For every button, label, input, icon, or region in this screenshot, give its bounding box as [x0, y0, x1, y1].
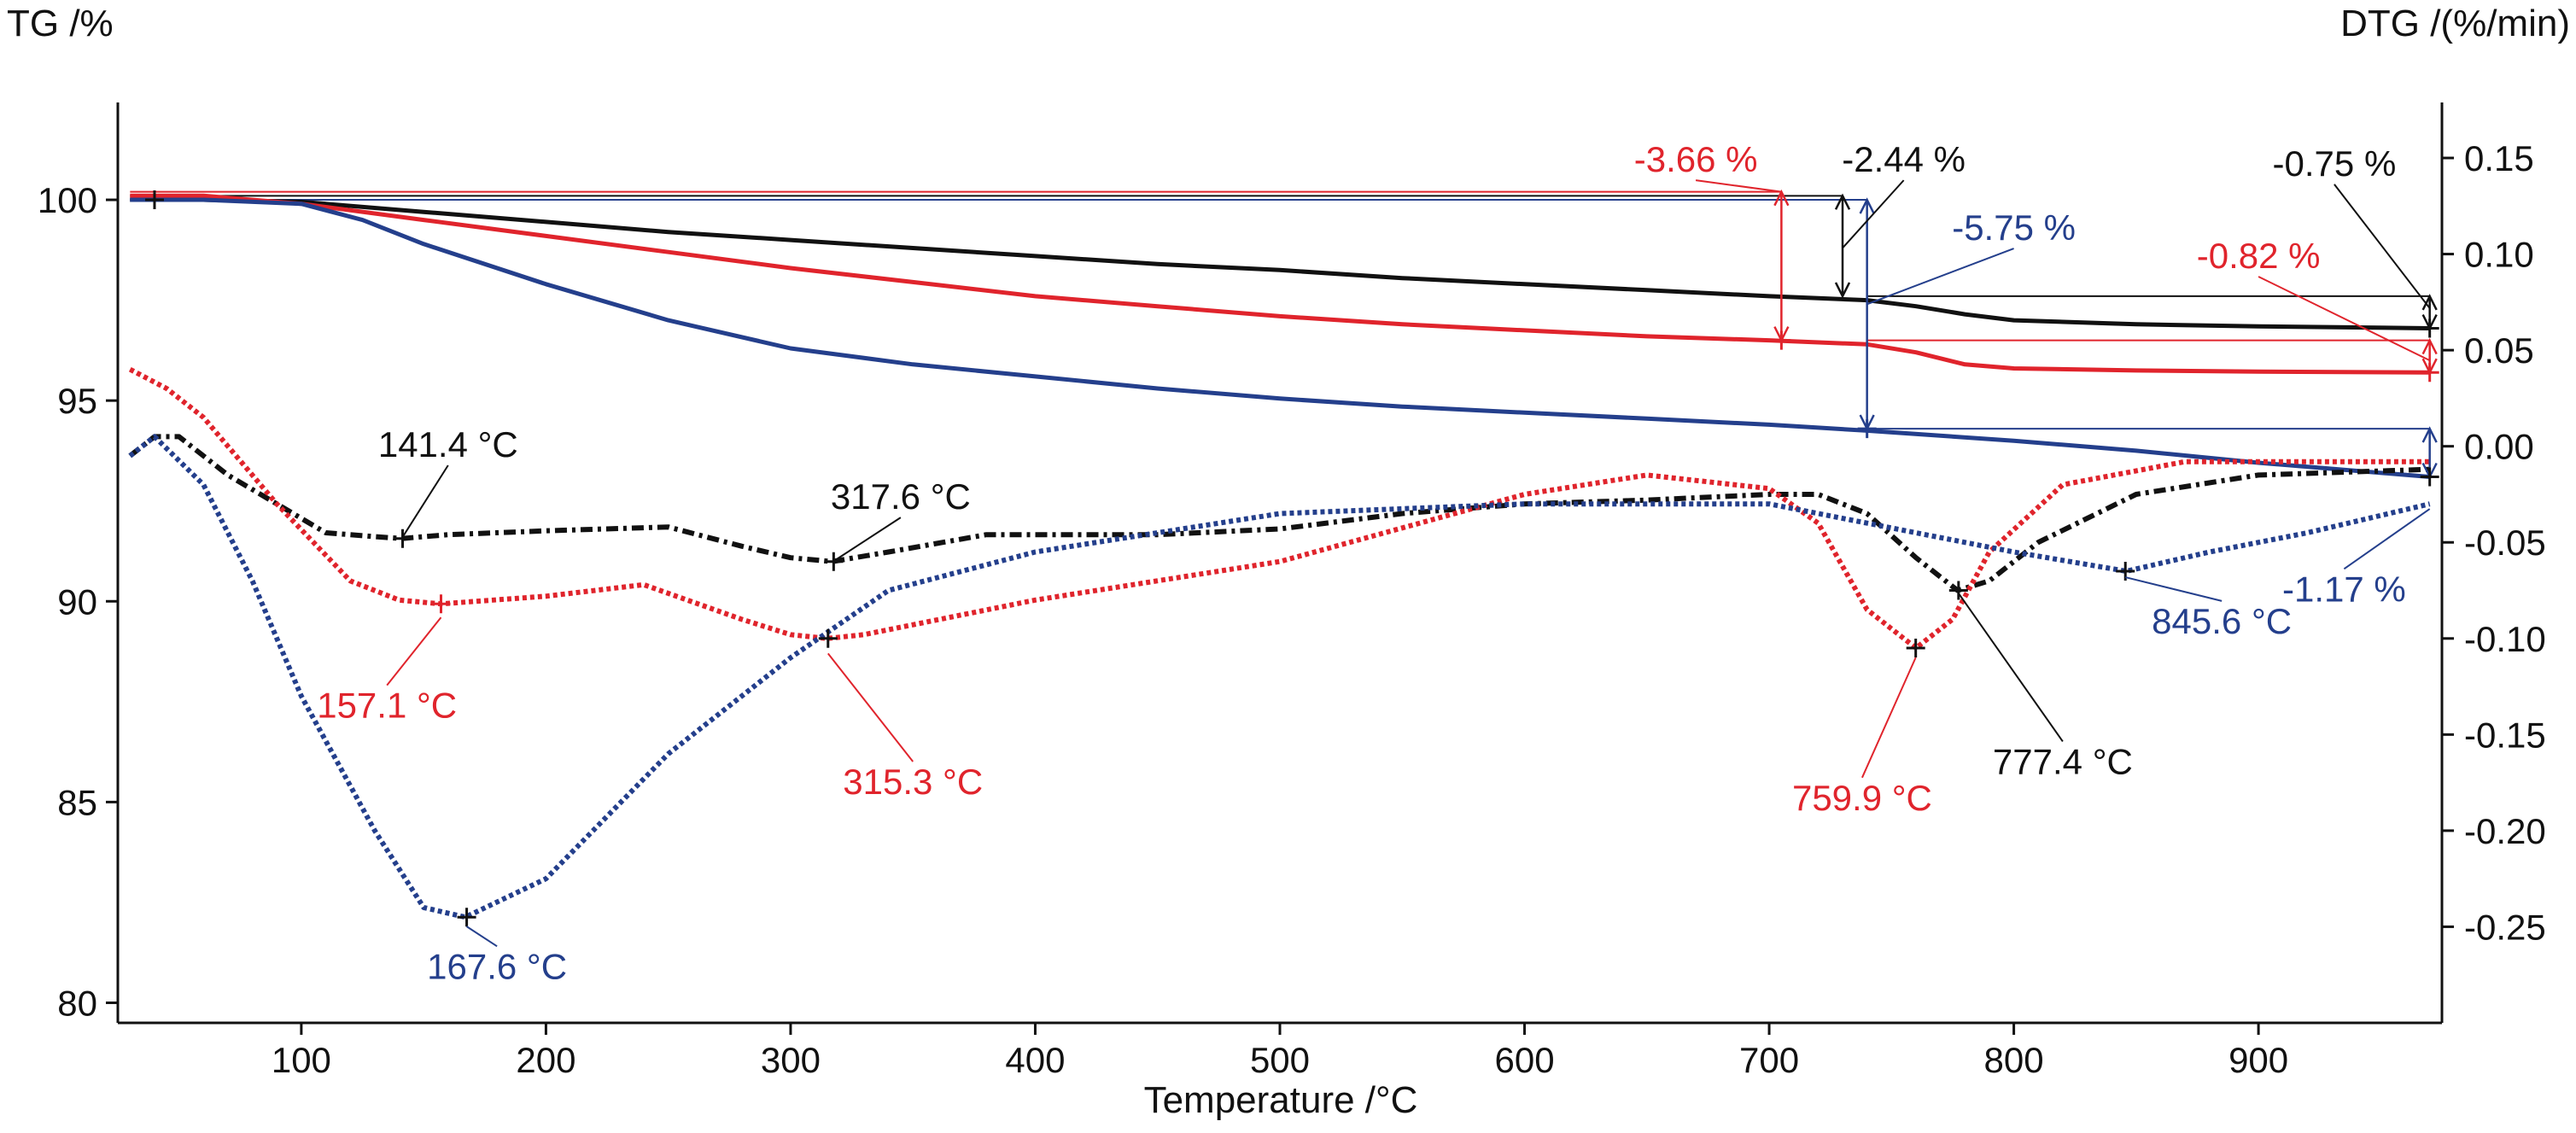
y-left-tick-label-95: 95 — [57, 381, 97, 421]
ann-315-label: 315.3 °C — [843, 762, 983, 802]
ann-777-label: 777.4 °C — [1993, 741, 2133, 781]
x-tick-label-500: 500 — [1250, 1040, 1310, 1080]
y-axis-left-title: TG /% — [7, 3, 114, 44]
arrow-head-top-5 — [2421, 426, 2438, 443]
ann-082-leader — [2258, 276, 2431, 362]
y-right-tick-label-8: 0.15 — [2464, 138, 2534, 178]
ann-117-label: -1.17 % — [2282, 569, 2406, 609]
marker-11 — [1906, 639, 1925, 658]
arrow-head-bottom-1 — [1834, 282, 1851, 299]
arrow-head-top-3 — [2421, 294, 2438, 311]
series-group — [128, 193, 2431, 920]
ann-759-label: 759.9 °C — [1792, 778, 1932, 818]
ann-575-leader — [1866, 248, 2014, 306]
y-right-tick-label-5: 0.00 — [2464, 427, 2534, 467]
x-tick-label-100: 100 — [272, 1040, 331, 1080]
arrow-head-top-1 — [1834, 193, 1851, 210]
tg-series-red — [130, 193, 2430, 375]
dtg-series-red — [128, 366, 2430, 651]
x-tick-label-900: 900 — [2228, 1040, 2288, 1080]
marker-12 — [1948, 581, 1968, 600]
reference-lines-group — [130, 190, 2430, 430]
ann-082-label: -0.82 % — [2197, 236, 2321, 276]
ann-141-leader — [401, 464, 449, 538]
y-axis-right-title: DTG /(%/min) — [2340, 3, 2570, 44]
y-right-tick-label-0: -0.25 — [2464, 907, 2546, 947]
x-axis-title: Temperature /°C — [1144, 1079, 1418, 1121]
ann-315-leader — [827, 652, 914, 762]
x-tick-label-600: 600 — [1494, 1040, 1554, 1080]
ann-317-label: 317.6 °C — [831, 476, 971, 517]
ann-117-leader — [2343, 508, 2431, 570]
y-right-tick-label-4: -0.05 — [2464, 523, 2546, 563]
marker-4 — [2420, 363, 2439, 383]
marker-6 — [393, 529, 412, 548]
ann-075-leader — [2334, 184, 2431, 309]
ticks-group: 100 200 300 400 500 600 700 800 900 80 85 90 95 100 -0… — [38, 138, 2546, 1080]
y-right-tick-label-1: -0.20 — [2464, 811, 2546, 851]
y-right-tick-label-2: -0.15 — [2464, 715, 2546, 755]
marker-10 — [457, 908, 476, 927]
marker-3 — [2420, 318, 2439, 338]
marker-5 — [2420, 467, 2439, 487]
marker-0 — [144, 190, 164, 210]
ann-317-leader — [832, 517, 902, 563]
x-tick-label-800: 800 — [1984, 1040, 2044, 1080]
ann-845-label: 845.6 °C — [2152, 601, 2292, 641]
ann-075-label: -0.75 % — [2273, 143, 2397, 184]
ann-141-label: 141.4 °C — [378, 424, 518, 464]
ann-244-label: -2.44 % — [1842, 139, 1966, 179]
tg-series-blue — [130, 197, 2430, 479]
x-tick-label-300: 300 — [761, 1040, 821, 1080]
ann-244-leader — [1842, 179, 1905, 249]
x-tick-label-200: 200 — [516, 1040, 575, 1080]
marker-8 — [431, 594, 451, 614]
ann-167-label: 167.6 °C — [427, 946, 567, 986]
y-right-tick-label-3: -0.10 — [2464, 619, 2546, 659]
annotations-group: 141.4 °C 317.6 °C 157.1 °C 315.3 °C 167.6 °C… — [317, 139, 2431, 986]
marker-2 — [1857, 419, 1877, 439]
x-tick-label-700: 700 — [1739, 1040, 1799, 1080]
arrow-head-top-0 — [1773, 189, 1790, 207]
ann-366-leader — [1695, 179, 1782, 193]
arrow-head-top-4 — [2421, 337, 2438, 355]
ann-366-label: -3.66 % — [1634, 139, 1758, 179]
tg-series-black — [130, 197, 2430, 330]
ann-575-label: -5.75 % — [1952, 207, 2076, 248]
ann-845-leader — [2124, 576, 2223, 602]
ann-157-leader — [386, 616, 442, 686]
ann-157-label: 157.1 °C — [317, 686, 457, 726]
x-tick-label-400: 400 — [1005, 1040, 1065, 1080]
y-left-tick-label-100: 100 — [38, 180, 97, 220]
y-left-tick-label-80: 80 — [57, 983, 97, 1023]
y-left-tick-label-85: 85 — [57, 782, 97, 822]
arrow-head-top-2 — [1859, 197, 1875, 214]
ann-777-leader — [1958, 593, 2064, 743]
y-left-tick-label-90: 90 — [57, 581, 97, 622]
y-right-tick-label-7: 0.10 — [2464, 235, 2534, 275]
ann-167-leader — [466, 926, 498, 948]
markers-group — [144, 190, 2439, 927]
marker-1 — [1772, 330, 1791, 350]
marker-7 — [824, 552, 844, 571]
marker-9 — [818, 628, 838, 648]
ann-759-leader — [1861, 657, 1917, 779]
y-right-tick-label-6: 0.05 — [2464, 330, 2534, 371]
